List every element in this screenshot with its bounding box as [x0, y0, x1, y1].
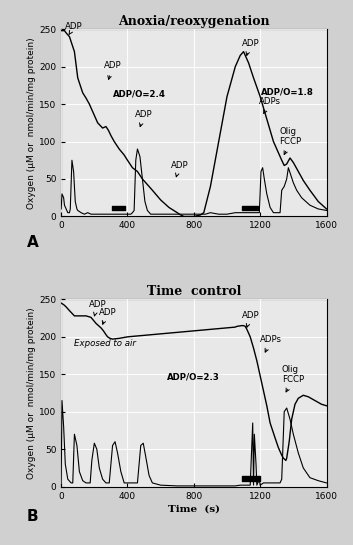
- Text: A: A: [27, 235, 38, 250]
- Text: ADP: ADP: [103, 62, 121, 80]
- Text: ADP: ADP: [135, 110, 152, 126]
- Text: ADP: ADP: [89, 300, 106, 316]
- Text: B: B: [27, 509, 38, 524]
- Text: Olig: Olig: [282, 365, 299, 374]
- Text: ADP/O=1.8: ADP/O=1.8: [261, 88, 314, 96]
- Text: ADP: ADP: [242, 311, 259, 327]
- Text: FCCP: FCCP: [279, 137, 301, 155]
- Title: Time  control: Time control: [146, 285, 241, 298]
- Text: ADP: ADP: [170, 161, 188, 177]
- Text: FCCP: FCCP: [282, 375, 304, 392]
- Y-axis label: Oxygen (μM or  nmol/min/mg protein): Oxygen (μM or nmol/min/mg protein): [27, 37, 36, 209]
- Text: ADP/O=2.3: ADP/O=2.3: [167, 372, 220, 381]
- Text: ADPs: ADPs: [260, 335, 282, 352]
- Text: ADPs: ADPs: [259, 96, 281, 113]
- Text: ADP/O=2.4: ADP/O=2.4: [113, 89, 166, 98]
- Text: Olig: Olig: [279, 128, 296, 136]
- Text: ADP: ADP: [241, 39, 259, 56]
- Text: ADP: ADP: [65, 22, 83, 34]
- Text: ADP: ADP: [98, 307, 116, 324]
- Y-axis label: Oxygen (μM or  nmol/min/mg protein): Oxygen (μM or nmol/min/mg protein): [27, 307, 36, 479]
- Title: Anoxia/reoxygenation: Anoxia/reoxygenation: [118, 15, 270, 28]
- X-axis label: Time  (s): Time (s): [168, 505, 220, 514]
- Text: Exposed to air: Exposed to air: [73, 339, 136, 348]
